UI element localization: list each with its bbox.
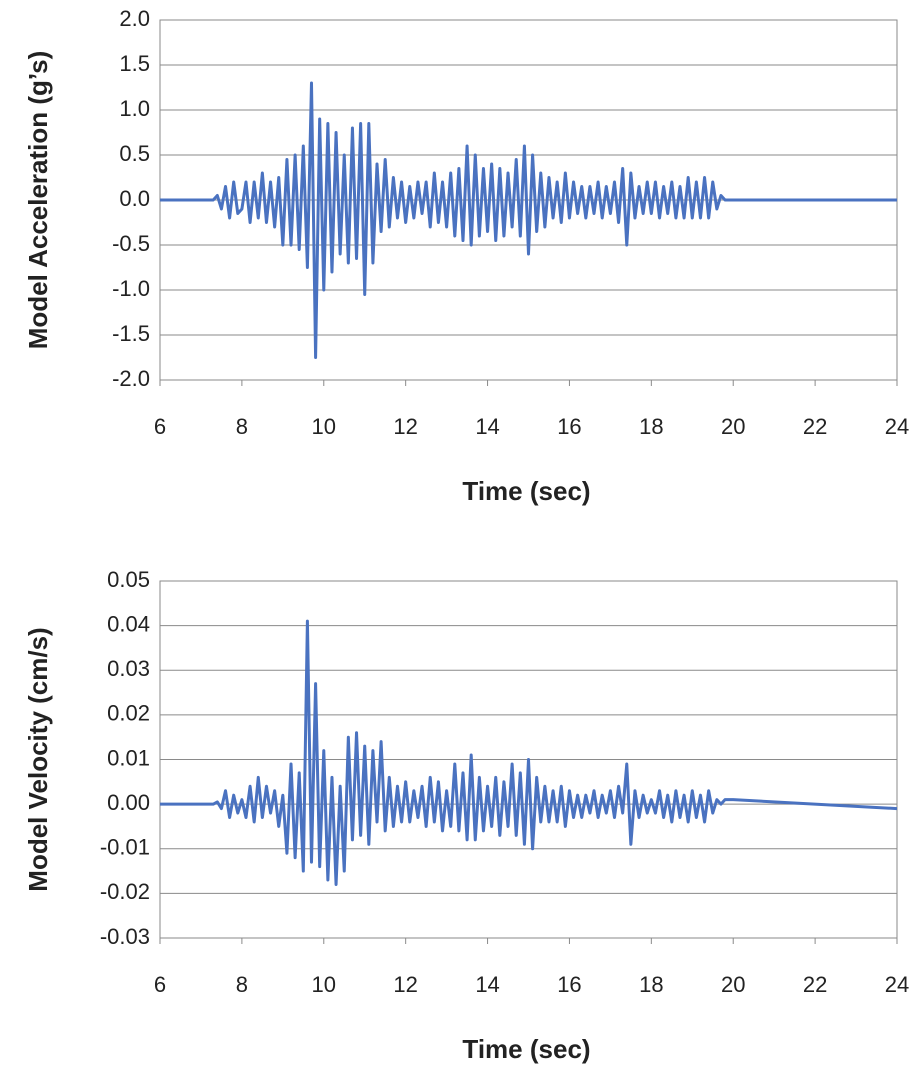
y-tick-label: 0.0 [119, 186, 150, 211]
y-tick-label: -0.02 [100, 879, 150, 904]
y-tick-label: 1.5 [119, 51, 150, 76]
x-axis-title: Time (sec) [462, 1034, 590, 1064]
x-tick-label: 22 [803, 972, 827, 997]
x-tick-label: 10 [312, 414, 336, 439]
y-tick-label: 0.05 [107, 567, 150, 592]
x-tick-label: 6 [154, 972, 166, 997]
x-tick-label: 12 [393, 414, 417, 439]
y-tick-label: -2.0 [112, 366, 150, 391]
x-tick-label: 18 [639, 414, 663, 439]
y-tick-label: 0.03 [107, 656, 150, 681]
x-tick-label: 6 [154, 414, 166, 439]
x-tick-label: 24 [885, 972, 909, 997]
x-tick-label: 8 [236, 972, 248, 997]
plot-frame [159, 580, 898, 939]
y-tick-label: 0.02 [107, 701, 150, 726]
x-tick-label: 10 [312, 972, 336, 997]
y-axis-title: Model Acceleration (g’s) [23, 51, 53, 350]
x-tick-label: 24 [885, 414, 909, 439]
x-tick-label: 8 [236, 414, 248, 439]
x-tick-label: 12 [393, 972, 417, 997]
x-axis-title: Time (sec) [462, 476, 590, 506]
x-tick-label: 20 [721, 414, 745, 439]
y-tick-label: 1.0 [119, 96, 150, 121]
y-tick-label: 0.04 [107, 611, 150, 636]
x-tick-label: 14 [475, 972, 499, 997]
x-tick-label: 22 [803, 414, 827, 439]
data-line [160, 81, 897, 359]
y-tick-label: 2.0 [119, 6, 150, 31]
x-tick-label: 20 [721, 972, 745, 997]
y-tick-label: 0.01 [107, 745, 150, 770]
y-tick-label: -0.5 [112, 231, 150, 256]
y-tick-label: 0.5 [119, 141, 150, 166]
x-tick-label: 14 [475, 414, 499, 439]
x-tick-label: 18 [639, 972, 663, 997]
y-tick-label: -0.03 [100, 924, 150, 949]
data-line [160, 619, 898, 886]
x-tick-label: 16 [557, 972, 581, 997]
y-tick-label: 0.00 [107, 790, 150, 815]
x-tick-label: 16 [557, 414, 581, 439]
y-tick-label: -0.01 [100, 835, 150, 860]
y-tick-label: -1.0 [112, 276, 150, 301]
y-axis-title: Model Velocity (cm/s) [23, 627, 53, 891]
y-tick-label: -1.5 [112, 321, 150, 346]
